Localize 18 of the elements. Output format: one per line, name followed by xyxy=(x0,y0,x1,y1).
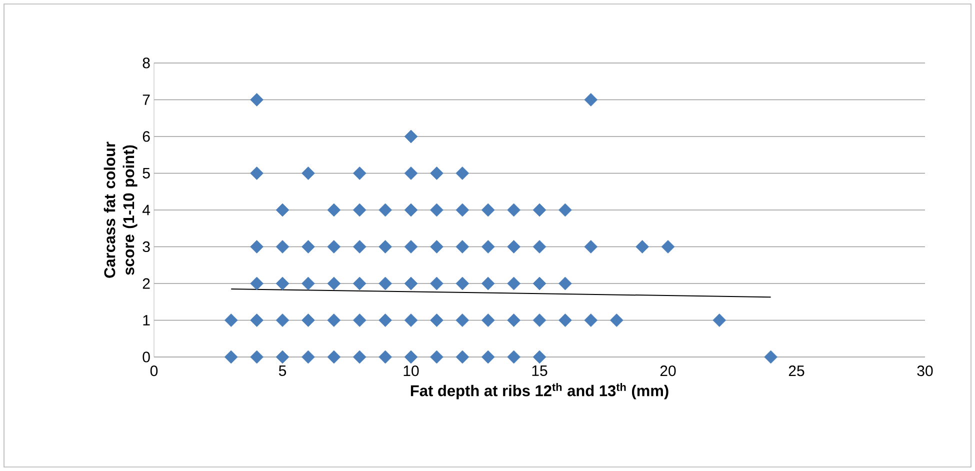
x-tick-label: 20 xyxy=(660,366,676,376)
y-tick-label: 4 xyxy=(142,204,150,216)
y-tick-label: 0 xyxy=(142,352,150,362)
y-tick-label: 8 xyxy=(142,58,150,68)
x-tick-label: 25 xyxy=(788,366,804,376)
y-tick-label: 6 xyxy=(142,131,150,142)
y-tick-label: 2 xyxy=(142,278,150,289)
x-tick-label: 15 xyxy=(532,366,548,376)
x-tick-label: 10 xyxy=(404,366,419,376)
y-tick-label: 5 xyxy=(142,168,150,178)
y-tick-label: 7 xyxy=(142,94,150,105)
x-axis-title: Fat depth at ribs 12$^{th}$ and 13$^{th}$ (mm) xyxy=(410,383,668,400)
y-axis-title: Carcass fat colour score (1-10 point) xyxy=(104,142,138,278)
y-tick-label: 1 xyxy=(143,315,150,326)
y-tick-label: 3 xyxy=(142,241,150,252)
x-tick-label: 30 xyxy=(917,366,933,376)
x-tick-label: 5 xyxy=(278,366,286,376)
x-tick-label: 0 xyxy=(150,366,158,376)
